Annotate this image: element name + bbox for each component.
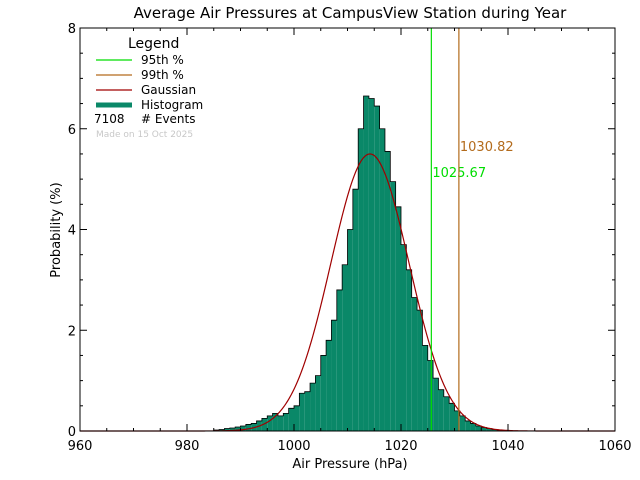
histogram-bar: [342, 264, 348, 431]
histogram-bar: [438, 389, 444, 431]
histogram-bar: [459, 415, 466, 431]
chart-title: Average Air Pressures at CampusView Stat…: [134, 4, 568, 22]
histogram-bar: [294, 405, 300, 431]
histogram-bar: [229, 427, 236, 431]
histogram-bar: [422, 345, 428, 431]
histogram-bar: [449, 403, 455, 431]
histogram-bar: [470, 423, 476, 431]
histogram-bar: [401, 244, 407, 431]
legend-label-histogram: Histogram: [141, 98, 203, 112]
x-tick-label: 1020: [384, 439, 417, 454]
histogram-bar: [283, 413, 289, 431]
histogram-bar: [454, 410, 460, 431]
histogram-bar: [326, 340, 332, 431]
y-tick-label: 6: [68, 123, 76, 138]
histogram-bar: [288, 408, 294, 431]
histogram-bar: [245, 424, 252, 431]
histogram-bar: [331, 320, 337, 431]
histogram-bar: [374, 106, 380, 431]
x-tick-label: 1000: [277, 439, 310, 454]
histogram-bar: [427, 360, 434, 431]
histogram-bar: [267, 415, 273, 431]
histogram-bar: [411, 297, 418, 431]
histogram-bar: [433, 378, 439, 431]
events-count: 7108: [94, 112, 125, 126]
legend-label-99th: 99th %: [141, 68, 184, 82]
histogram-bar: [310, 383, 316, 431]
histogram-bar: [406, 269, 412, 431]
histogram-bar: [379, 128, 385, 431]
histogram-bar: [358, 128, 364, 431]
y-tick-label: 2: [68, 324, 76, 339]
histogram-bar: [235, 426, 241, 431]
histogram-bar: [315, 375, 321, 431]
x-axis-title: Air Pressure (hPa): [292, 457, 407, 472]
legend-label-gaussian: Gaussian: [141, 83, 196, 97]
histogram-bar: [299, 393, 305, 431]
x-tick-label: 960: [68, 439, 93, 454]
y-tick-label: 0: [68, 425, 76, 440]
histogram-bar: [481, 427, 487, 431]
histogram-bar: [384, 151, 391, 432]
histogram-bar: [224, 428, 230, 431]
histogram-bar: [465, 420, 471, 431]
histogram-bar: [336, 289, 343, 431]
histogram-bar: [417, 310, 423, 431]
histogram-bar: [304, 391, 311, 431]
y-axis-title: Probability (%): [49, 182, 64, 277]
histogram-bar: [272, 413, 278, 431]
histogram-bar: [368, 98, 375, 431]
histogram-bar: [320, 355, 327, 431]
legend-title: Legend: [128, 36, 179, 52]
p99-value-label: 1030.82: [460, 140, 514, 155]
histogram-bar: [352, 189, 359, 431]
legend-label-95th: 95th %: [141, 53, 184, 67]
x-tick-label: 1060: [598, 439, 631, 454]
histogram-bar: [443, 396, 450, 431]
histogram-bar: [390, 181, 396, 431]
x-tick-label: 980: [175, 439, 200, 454]
histogram-bar: [475, 425, 482, 431]
histogram-bar: [277, 415, 284, 431]
histogram-bar: [491, 429, 498, 431]
histogram-bar: [395, 206, 401, 431]
histogram-bar: [261, 418, 268, 431]
histogram-bar: [347, 229, 353, 431]
x-tick-label: 1040: [491, 439, 524, 454]
made-on-note: Made on 15 Oct 2025: [96, 130, 193, 140]
histogram-bar: [363, 96, 369, 431]
histogram-bar: [240, 425, 246, 431]
histogram-outline: [213, 95, 509, 431]
histogram-bar: [486, 428, 492, 431]
y-tick-label: 8: [68, 22, 76, 37]
events-label: # Events: [141, 112, 196, 126]
y-tick-label: 4: [68, 224, 76, 239]
